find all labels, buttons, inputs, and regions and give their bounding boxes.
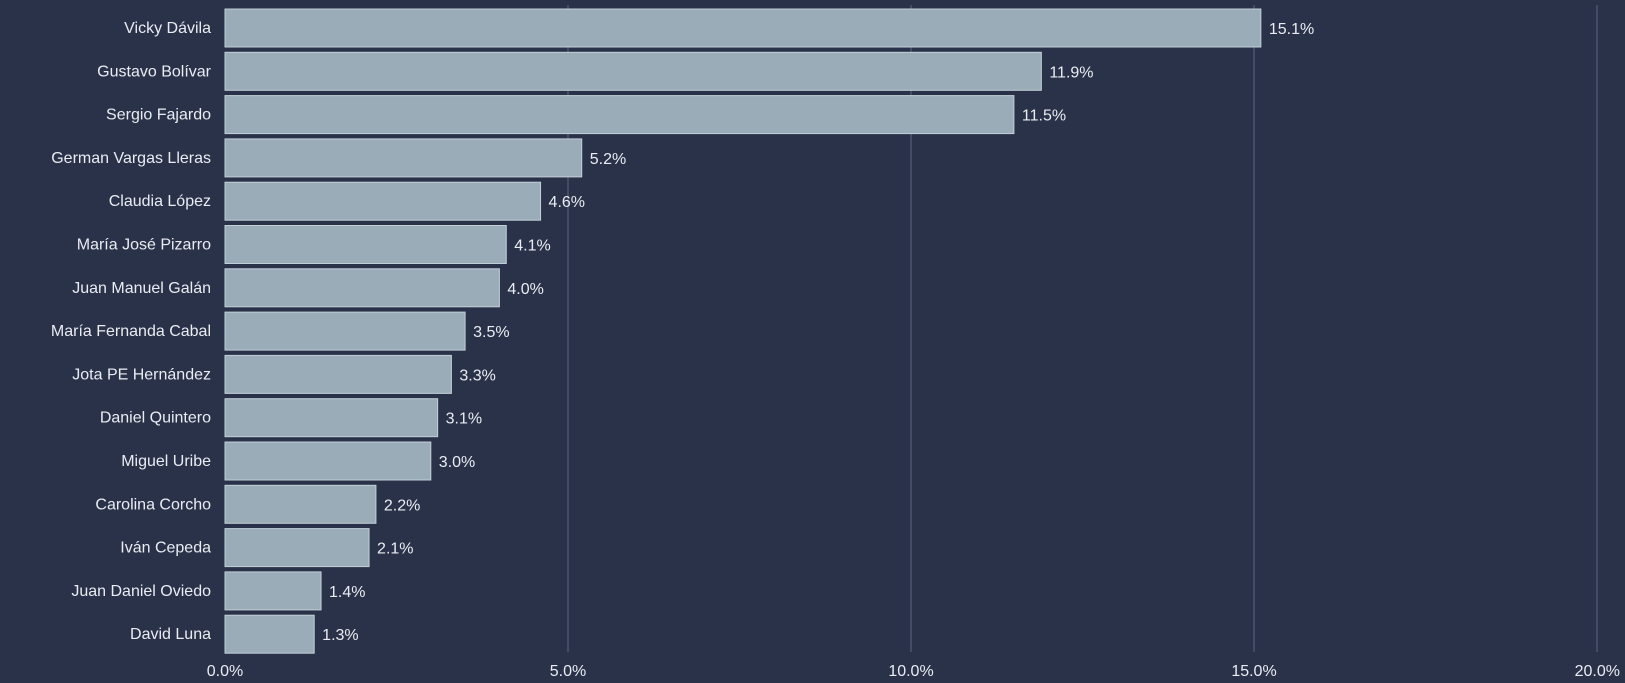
- category-label: Juan Daniel Oviedo: [71, 583, 211, 600]
- value-label: 3.5%: [473, 324, 509, 341]
- value-label: 3.1%: [446, 411, 482, 428]
- category-label: María Fernanda Cabal: [51, 323, 211, 340]
- value-label: 2.1%: [377, 541, 413, 558]
- x-axis-tick-labels: 0.0% 5.0% 10.0% 15.0% 20.0%: [207, 663, 1620, 680]
- bar: [224, 484, 377, 524]
- value-label: 1.3%: [322, 627, 358, 644]
- x-tick-label: 20.0%: [1575, 663, 1620, 680]
- bar: [224, 181, 542, 221]
- value-label: 1.4%: [329, 584, 365, 601]
- bar: [224, 8, 1262, 48]
- category-label: Miguel Uribe: [121, 453, 211, 470]
- x-tick-label: 15.0%: [1231, 663, 1276, 680]
- category-label: Iván Cepeda: [120, 540, 211, 557]
- value-label: 4.6%: [549, 194, 585, 211]
- category-labels: Vicky Dávila Gustavo Bolívar Sergio Fajard…: [51, 20, 212, 643]
- value-label: 11.9%: [1049, 64, 1093, 81]
- category-label: David Luna: [130, 626, 211, 643]
- value-label: 11.5%: [1022, 108, 1066, 125]
- category-label: Sergio Fajardo: [106, 107, 211, 124]
- value-label: 2.2%: [384, 497, 420, 514]
- category-label: Juan Manuel Galán: [72, 280, 211, 297]
- value-label: 5.2%: [590, 151, 626, 168]
- bar: [224, 614, 315, 654]
- bar: [224, 311, 466, 351]
- category-label: German Vargas Lleras: [51, 150, 211, 167]
- bar: [224, 51, 1042, 91]
- category-label: Jota PE Hernández: [72, 366, 211, 383]
- x-tick-label: 5.0%: [550, 663, 586, 680]
- value-labels: 15.1% 11.9% 11.5% 5.2% 4.6% 4.1% 4.0% 3.5% 3.3% 3…: [322, 21, 1314, 644]
- value-label: 3.3%: [459, 367, 495, 384]
- bar: [224, 95, 1015, 135]
- bar: [224, 441, 432, 481]
- bars: [224, 8, 1262, 654]
- category-label: Gustavo Bolívar: [97, 63, 212, 80]
- category-label: María José Pizarro: [77, 237, 211, 254]
- category-label: Vicky Dávila: [124, 20, 211, 37]
- x-tick-label: 10.0%: [888, 663, 933, 680]
- bar: [224, 528, 370, 568]
- bar: [224, 354, 452, 394]
- value-label: 4.0%: [507, 281, 543, 298]
- bar: [224, 268, 500, 308]
- category-label: Carolina Corcho: [95, 496, 211, 513]
- bar: [224, 138, 583, 178]
- value-label: 3.0%: [439, 454, 475, 471]
- category-label: Claudia López: [109, 193, 211, 210]
- bar: [224, 571, 322, 611]
- category-label: Daniel Quintero: [100, 410, 211, 427]
- bar: [224, 398, 439, 438]
- x-tick-label: 0.0%: [207, 663, 243, 680]
- bar: [224, 225, 507, 264]
- value-label: 15.1%: [1269, 21, 1314, 38]
- value-label: 4.1%: [514, 238, 550, 255]
